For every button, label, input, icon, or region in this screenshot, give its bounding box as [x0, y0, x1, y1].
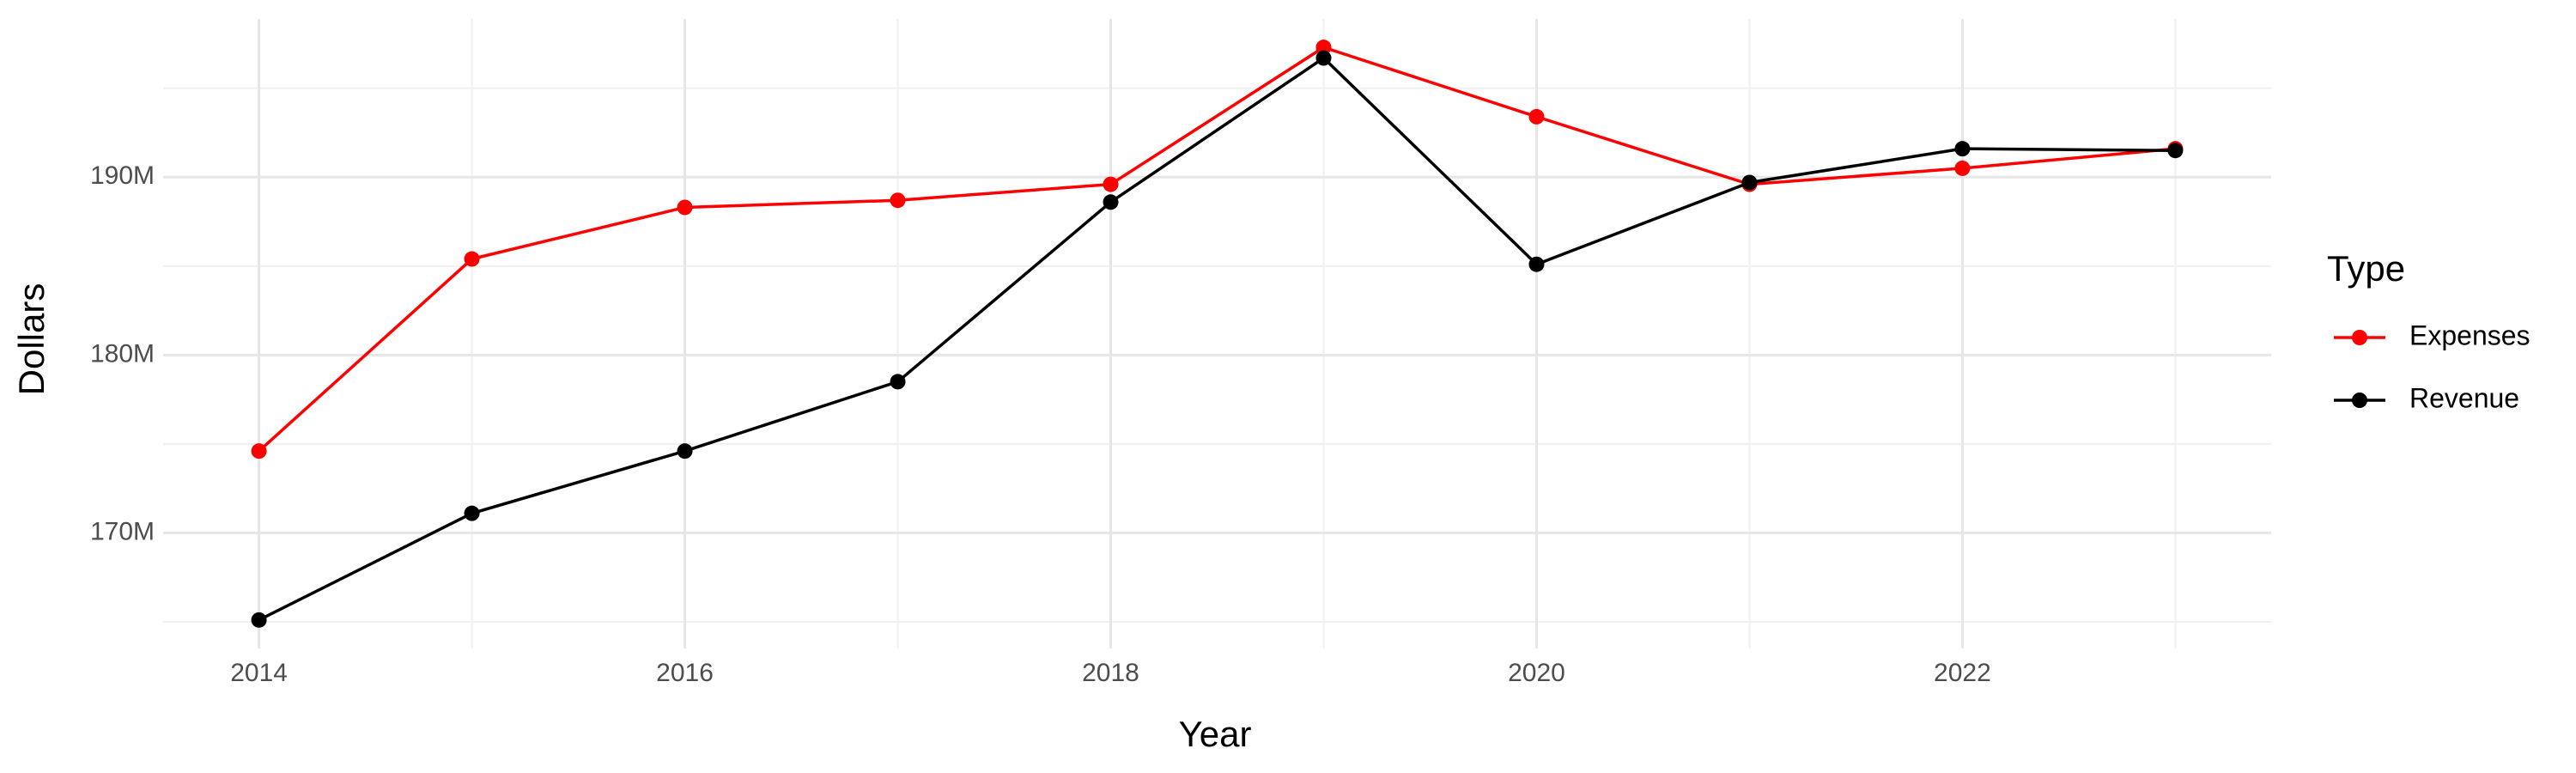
data-point [1315, 50, 1332, 66]
x-tick-label: 2016 [656, 659, 714, 687]
data-point [1315, 40, 1332, 56]
data-point [1528, 108, 1545, 125]
data-point [1103, 194, 1119, 210]
legend-key-point [2352, 393, 2367, 408]
series-line [258, 56, 2176, 622]
x-tick-label: 2014 [230, 659, 288, 687]
data-point [464, 251, 480, 267]
data-point [1954, 141, 1971, 157]
x-tick-label: 2018 [1082, 659, 1139, 687]
series-line [258, 46, 2176, 453]
legend-label: Revenue [2409, 382, 2519, 413]
data-point [464, 505, 480, 521]
legend-key-point [2352, 330, 2367, 345]
y-axis-title: Dollars [11, 283, 52, 396]
legend-title: Type [2327, 248, 2405, 289]
data-point [890, 192, 906, 209]
x-tick-label: 2022 [1934, 659, 1991, 687]
x-axis-title: Year [1179, 714, 1252, 754]
data-point [251, 612, 267, 628]
y-tick-label: 170M [90, 517, 155, 545]
legend-label: Expenses [2409, 320, 2530, 350]
data-point [1103, 176, 1119, 192]
data-point [677, 199, 693, 216]
y-tick-label: 190M [90, 161, 155, 190]
data-point [251, 443, 267, 460]
data-point [1954, 160, 1971, 176]
data-point [2167, 143, 2184, 159]
data-point [890, 374, 906, 390]
data-point [677, 443, 693, 460]
data-point [1528, 256, 1545, 272]
y-tick-label: 180M [90, 339, 155, 368]
data-point [1741, 174, 1758, 191]
x-tick-label: 2020 [1508, 659, 1565, 687]
